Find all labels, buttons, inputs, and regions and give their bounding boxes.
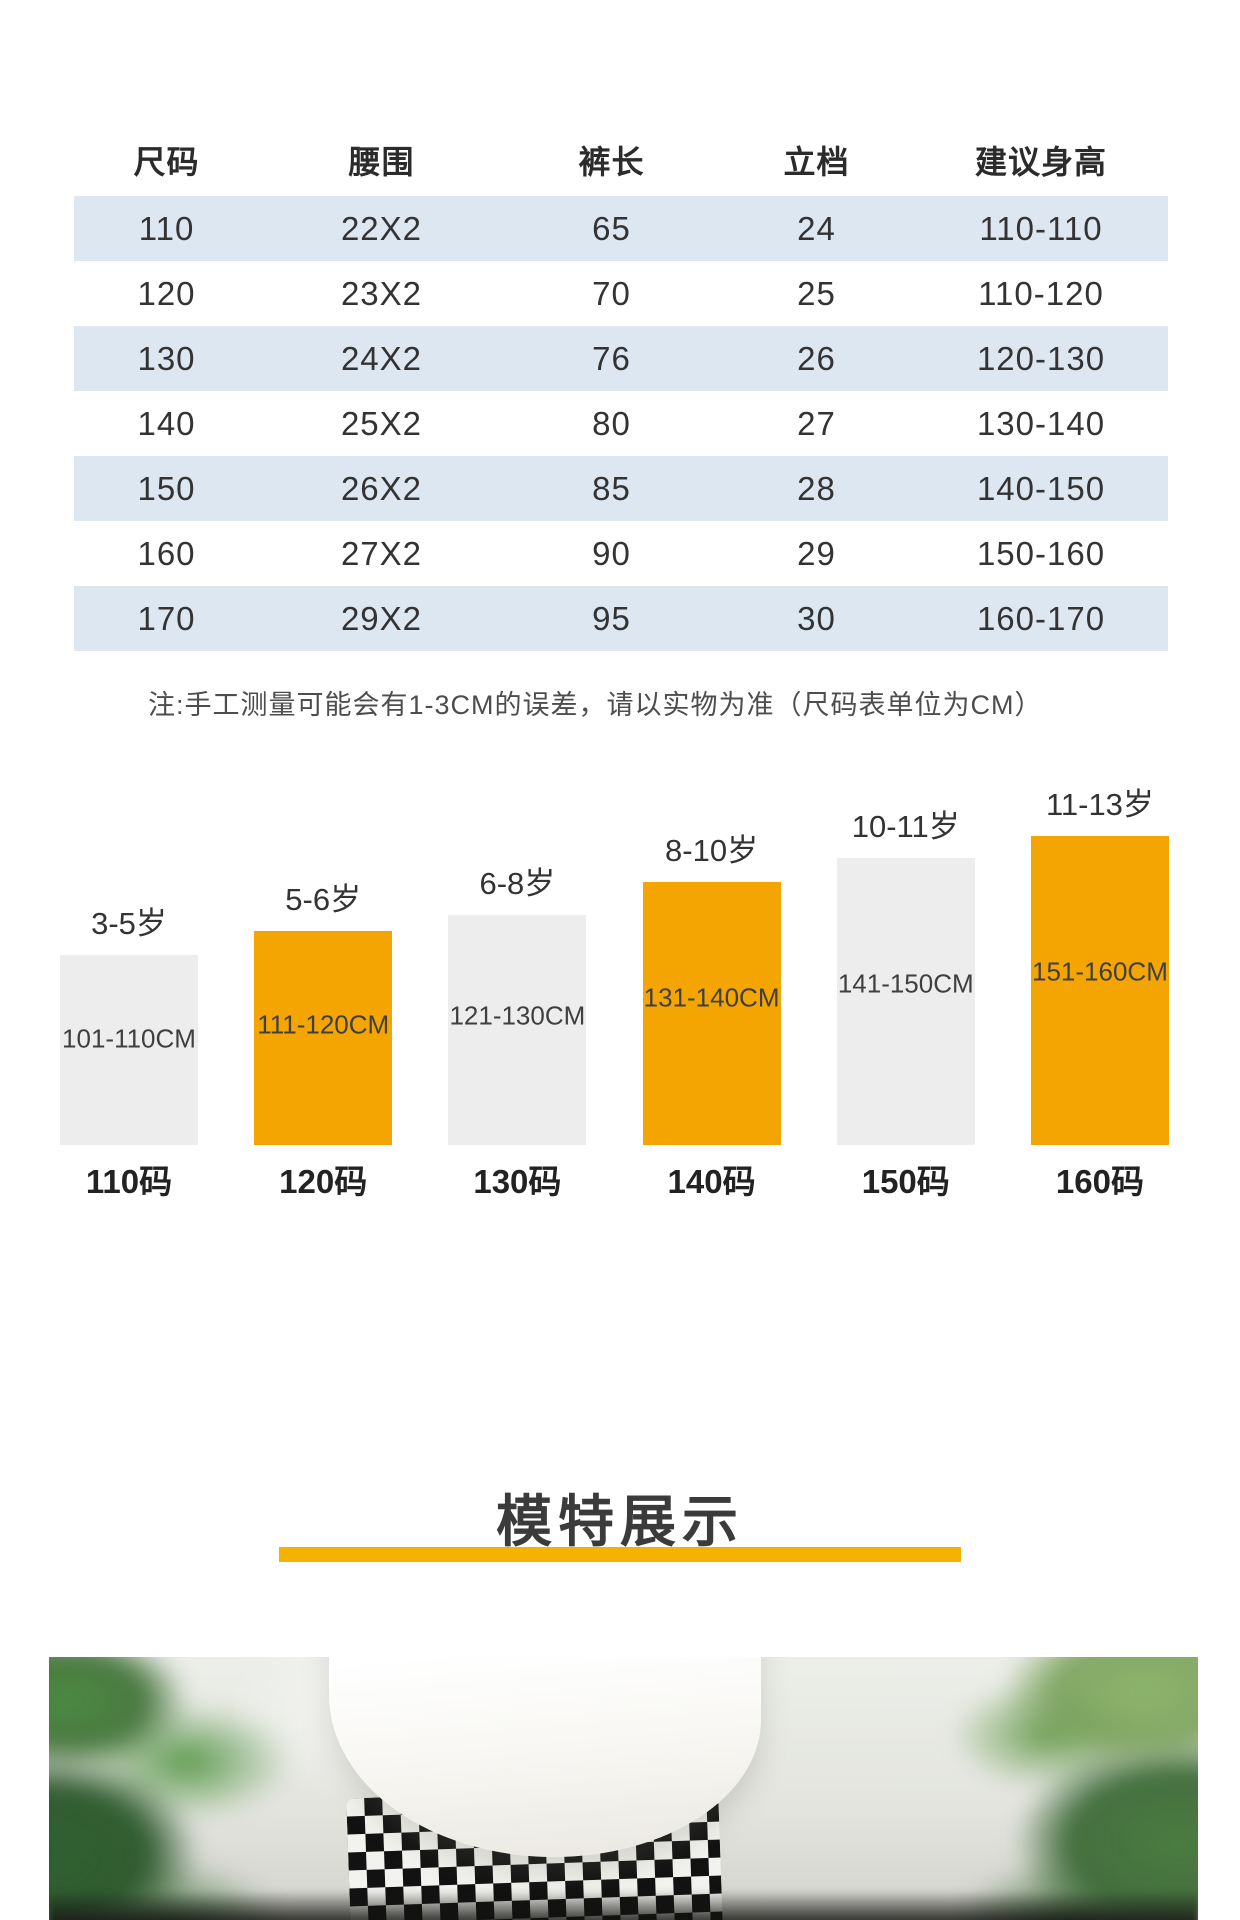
size-bar: 111-120CM xyxy=(254,931,393,1145)
size-table: 尺码 腰围 裤长 立档 建议身高 110 22X2 65 24 110-110 … xyxy=(74,124,1168,651)
size-bar: 131-140CM xyxy=(642,882,781,1145)
cell-height: 150-160 xyxy=(976,534,1106,572)
cell-pant-length: 95 xyxy=(592,599,631,637)
cell-waist: 24X2 xyxy=(340,339,423,377)
cell-waist: 26X2 xyxy=(340,469,423,507)
cell-crotch: 27 xyxy=(797,404,836,442)
header-suggested-height: 建议身高 xyxy=(974,144,1107,180)
model-photo xyxy=(49,1657,1198,1920)
header-waist: 腰围 xyxy=(348,144,415,180)
header-size: 尺码 xyxy=(133,144,200,180)
size-age-bar-chart: 3-5岁 101-110CM 110码 5-6岁 111-120CM 120码 … xyxy=(0,779,1240,1203)
cell-size: 130 xyxy=(137,339,196,377)
cell-pant-length: 90 xyxy=(592,534,631,572)
bar-column-130: 6-8岁 121-130CM 130码 xyxy=(447,858,587,1203)
size-code-label: 130码 xyxy=(473,1163,562,1200)
header-pant-length: 裤长 xyxy=(578,144,645,180)
cell-size: 120 xyxy=(137,274,196,312)
table-row: 160 27X2 90 29 150-160 xyxy=(74,521,1168,586)
cell-height: 120-130 xyxy=(976,339,1106,377)
cell-crotch: 24 xyxy=(797,209,836,247)
height-range-label: 141-150CM xyxy=(837,968,974,999)
bar-column-140: 8-10岁 131-140CM 140码 xyxy=(642,825,782,1203)
table-row: 150 26X2 85 28 140-150 xyxy=(74,456,1168,521)
cell-size: 110 xyxy=(138,209,195,247)
cell-height: 130-140 xyxy=(976,404,1106,442)
age-label: 8-10岁 xyxy=(665,833,759,868)
cell-pant-length: 76 xyxy=(592,339,631,377)
cell-waist: 23X2 xyxy=(340,274,423,312)
cell-crotch: 25 xyxy=(797,274,836,312)
cell-height: 110-120 xyxy=(978,274,1104,312)
bar-column-150: 10-11岁 141-150CM 150码 xyxy=(836,801,976,1203)
size-bar: 101-110CM xyxy=(60,955,198,1145)
cell-waist: 29X2 xyxy=(340,599,423,637)
cell-crotch: 30 xyxy=(797,599,836,637)
cell-size: 140 xyxy=(137,404,196,442)
plant-left-decor xyxy=(49,1657,379,1920)
size-code-label: 140码 xyxy=(667,1163,756,1200)
plant-right-decor xyxy=(828,1657,1198,1920)
bottom-shadow xyxy=(49,1890,1198,1920)
section-title: 模特展示 xyxy=(496,1490,744,1553)
model-display-section: 模特展示 xyxy=(0,1488,1240,1562)
cell-waist: 25X2 xyxy=(340,404,423,442)
cell-waist: 22X2 xyxy=(340,209,423,247)
cell-height: 140-150 xyxy=(976,469,1106,507)
age-label: 11-13岁 xyxy=(1045,787,1154,822)
size-code-label: 110码 xyxy=(85,1163,173,1200)
table-row: 140 25X2 80 27 130-140 xyxy=(74,391,1168,456)
bar-column-120: 5-6岁 111-120CM 120码 xyxy=(253,874,393,1203)
table-row: 120 23X2 70 25 110-120 xyxy=(74,261,1168,326)
age-label: 5-6岁 xyxy=(285,882,362,917)
cell-height: 160-170 xyxy=(976,599,1106,637)
table-row: 170 29X2 95 30 160-170 xyxy=(74,586,1168,651)
cell-pant-length: 65 xyxy=(592,209,631,247)
header-crotch: 立档 xyxy=(783,144,850,180)
cell-size: 170 xyxy=(137,599,196,637)
cell-crotch: 29 xyxy=(797,534,836,572)
cell-crotch: 26 xyxy=(797,339,836,377)
cell-pant-length: 85 xyxy=(592,469,631,507)
measurement-note: 注:手工测量可能会有1-3CM的误差，请以实物为准（尺码表单位为CM） xyxy=(148,690,1043,720)
cell-crotch: 28 xyxy=(797,469,836,507)
size-code-label: 160码 xyxy=(1055,1163,1144,1200)
size-bar: 121-130CM xyxy=(448,915,587,1145)
table-header-row: 尺码 腰围 裤长 立档 建议身高 xyxy=(74,124,1168,196)
age-label: 6-8岁 xyxy=(479,866,556,901)
age-label: 10-11岁 xyxy=(851,809,960,844)
bar-column-160: 11-13岁 151-160CM 160码 xyxy=(1030,779,1170,1203)
height-range-label: 131-140CM xyxy=(643,982,780,1013)
title-accent-bar xyxy=(279,1547,961,1562)
table-row: 110 22X2 65 24 110-110 xyxy=(74,196,1168,261)
cell-size: 150 xyxy=(137,469,196,507)
bar-column-110: 3-5岁 101-110CM 110码 xyxy=(59,898,199,1203)
height-range-label: 101-110CM xyxy=(62,1023,196,1054)
size-code-label: 120码 xyxy=(279,1163,368,1200)
age-label: 3-5岁 xyxy=(91,906,167,941)
cell-waist: 27X2 xyxy=(340,534,423,572)
cell-height: 110-110 xyxy=(979,209,1103,247)
height-range-label: 121-130CM xyxy=(449,1000,586,1031)
cell-size: 160 xyxy=(137,534,196,572)
cell-pant-length: 80 xyxy=(592,404,631,442)
height-range-label: 111-120CM xyxy=(257,1009,390,1040)
size-bar: 151-160CM xyxy=(1030,836,1169,1145)
cell-pant-length: 70 xyxy=(592,274,631,312)
table-row: 130 24X2 76 26 120-130 xyxy=(74,326,1168,391)
height-range-label: 151-160CM xyxy=(1032,956,1168,987)
size-code-label: 150码 xyxy=(861,1163,950,1200)
size-bar: 141-150CM xyxy=(836,858,975,1145)
